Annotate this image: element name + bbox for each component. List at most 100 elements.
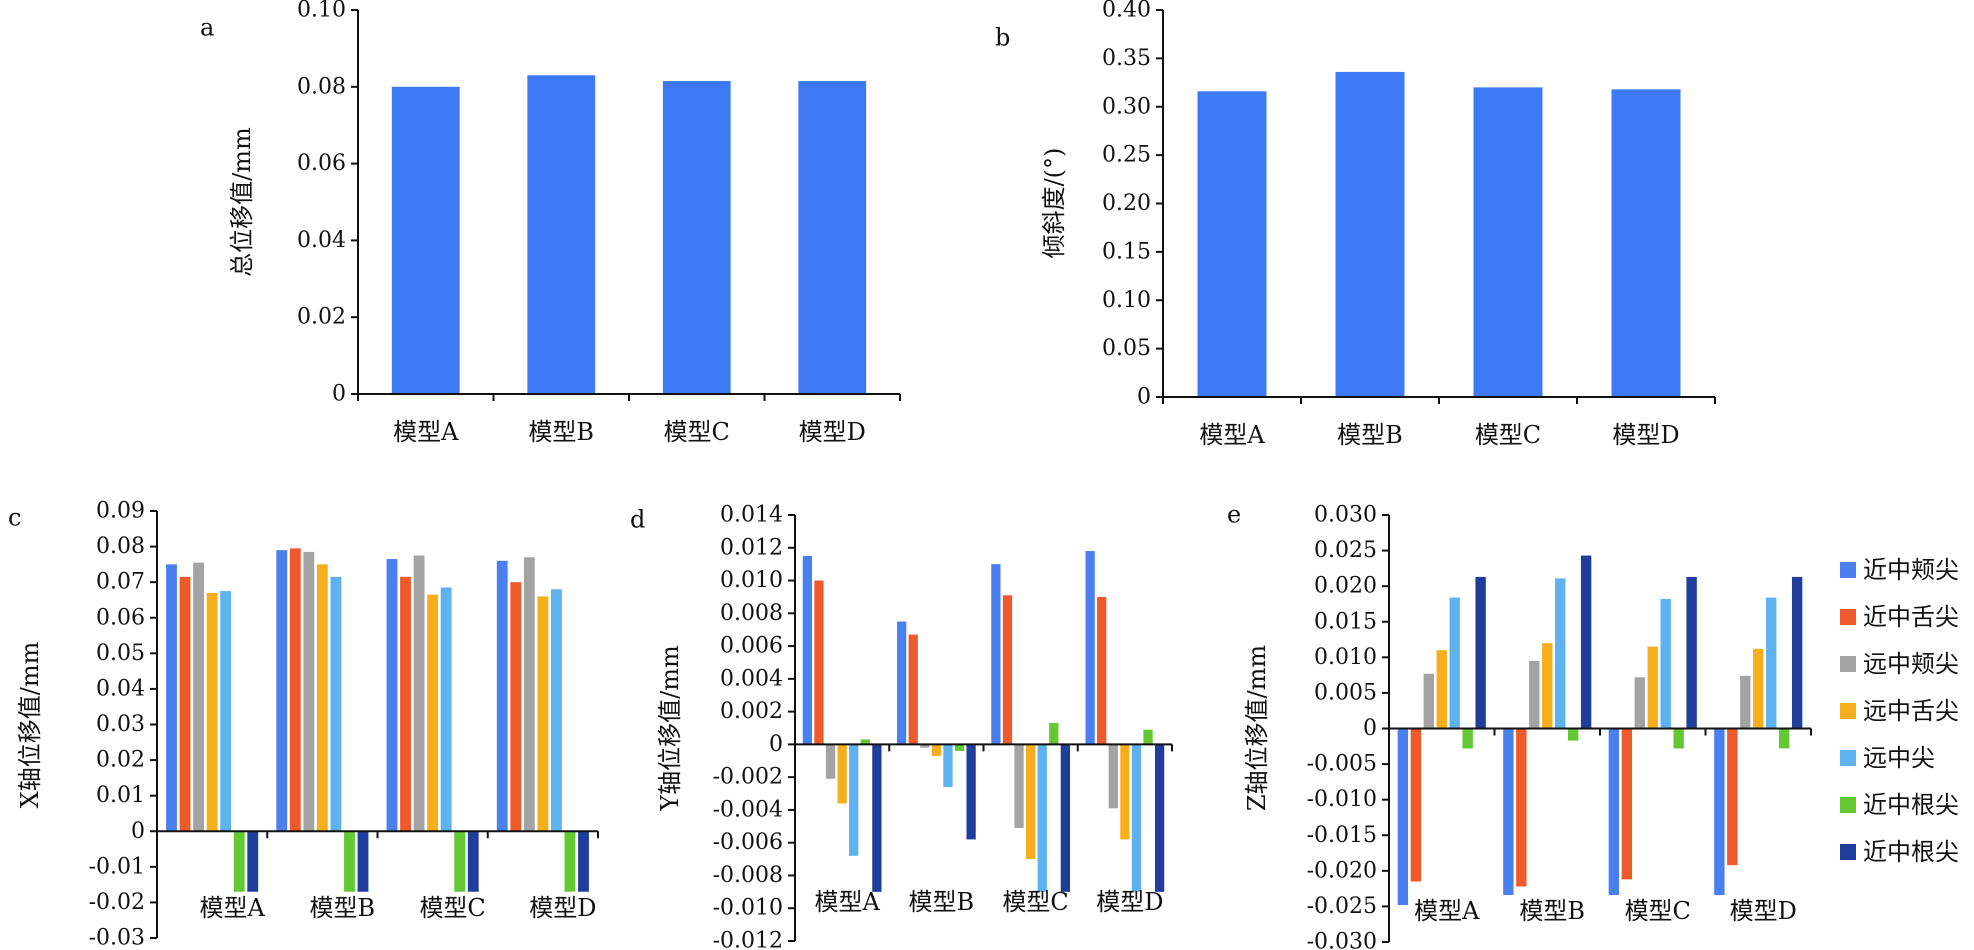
bar-a-2	[662, 81, 731, 394]
y-tick-label: -0.025	[1307, 894, 1377, 919]
y-tick-label: 0.08	[297, 74, 346, 99]
x-tick-label: 模型D	[1612, 421, 1679, 449]
bar-a-1	[527, 75, 596, 394]
bar-d-s5-c3	[1143, 729, 1153, 745]
bar-d-s5-c0	[860, 739, 870, 745]
bar-c-s1-c1	[289, 548, 301, 832]
y-tick-label: 0.06	[96, 605, 145, 630]
x-tick-label: 模型A	[1414, 897, 1480, 925]
bar-e-s2-c3	[1740, 675, 1751, 729]
panel-label: a	[200, 14, 214, 42]
y-tick-label: 0.004	[720, 666, 783, 691]
bar-d-s6-c1	[966, 744, 976, 840]
bar-d-s1-c0	[814, 580, 824, 745]
y-tick-label: 0	[332, 382, 346, 407]
y-tick-label: 0.010	[720, 568, 783, 593]
panel-b: b 倾斜度/(°) 0 0.05 0.10 0.15 0.20 0.25 0.30 0.35 0.4…	[995, 0, 1716, 449]
y-tick-label: -0.01	[89, 854, 145, 879]
bar-d-s1-c2	[1002, 595, 1013, 745]
y-tick-label: 0.002	[720, 699, 783, 724]
bar-c-s5-c3	[564, 831, 576, 892]
bar-c-s6-c3	[578, 831, 589, 892]
legend-swatch-4	[1840, 750, 1856, 766]
legend-swatch-5	[1840, 797, 1856, 813]
bar-d-s2-c3	[1108, 744, 1118, 809]
legend-swatch-1	[1840, 609, 1856, 625]
bar-d-s2-c1	[920, 744, 930, 748]
x-tick-label: 模型A	[814, 888, 880, 916]
bar-c-s0-c0	[166, 564, 177, 832]
bar-e-s4-c3	[1766, 597, 1777, 729]
x-tick-label: 模型D	[1730, 897, 1797, 925]
y-axis-label: X轴位移值/mm	[16, 641, 44, 808]
bar-c-s3-c2	[427, 594, 439, 832]
bar-d-s4-c0	[849, 744, 859, 856]
y-tick-label: 0.008	[720, 601, 783, 626]
x-tick-label: 模型A	[199, 894, 265, 922]
bar-d-s0-c0	[802, 555, 813, 745]
y-tick-label: 0.02	[297, 305, 346, 330]
y-tick-label: 0.25	[1102, 143, 1151, 168]
bar-c-s3-c1	[316, 564, 328, 832]
x-tick-label: 模型D	[529, 894, 596, 922]
bar-c-s4-c3	[551, 589, 562, 832]
bar-c-s2-c0	[193, 562, 204, 832]
y-tick-label: 0.04	[96, 676, 145, 701]
y-tick-label: 0.35	[1102, 46, 1151, 71]
legend-item-5: 近中根尖	[1863, 791, 1959, 819]
bar-c-s1-c0	[179, 576, 191, 832]
y-tick-label: 0.01	[96, 783, 145, 808]
bar-e-s1-c2	[1621, 728, 1633, 880]
y-tick-label: -0.015	[1307, 823, 1377, 848]
bar-c-s5-c1	[344, 831, 355, 892]
bar-a-3	[798, 81, 867, 394]
bar-b-0	[1197, 91, 1267, 398]
bar-e-s1-c0	[1410, 728, 1422, 882]
bar-d-s1-c1	[908, 634, 918, 745]
bar-e-s6-c0	[1475, 576, 1486, 729]
bar-d-s2-c0	[825, 744, 836, 779]
bar-e-s6-c2	[1686, 576, 1697, 729]
y-tick-label: 0.015	[1314, 609, 1377, 634]
bar-d-s4-c1	[943, 744, 953, 787]
bar-e-s5-c1	[1567, 728, 1579, 741]
bar-c-s0-c1	[276, 550, 288, 832]
x-tick-label: 模型B	[528, 418, 594, 446]
legend-swatch-3	[1840, 703, 1856, 719]
y-tick-label: 0.20	[1102, 191, 1151, 216]
legend-swatch-2	[1840, 656, 1856, 672]
bar-e-s4-c0	[1449, 597, 1460, 729]
panel-label: c	[8, 504, 21, 532]
legend-item-2: 远中颊尖	[1863, 650, 1959, 678]
bar-e-s6-c1	[1580, 555, 1592, 729]
y-tick-label: 0	[769, 732, 783, 757]
bar-e-s0-c1	[1503, 728, 1514, 896]
bar-e-s3-c3	[1753, 648, 1764, 729]
bar-c-s6-c0	[247, 831, 259, 892]
x-tick-label: 模型B	[909, 888, 975, 916]
bar-d-s0-c1	[897, 621, 907, 745]
bar-e-s5-c0	[1462, 728, 1473, 749]
bar-c-s4-c0	[220, 591, 232, 832]
legend-item-3: 远中舌尖	[1863, 697, 1959, 725]
x-tick-label: 模型C	[1625, 897, 1691, 925]
bar-d-s3-c2	[1025, 744, 1036, 860]
panel-c: c X轴位移值/mm -0.03 -0.02 -0.01 0 0.01 0.02 0.03 0.0…	[8, 499, 599, 950]
y-tick-label: -0.005	[1307, 752, 1377, 777]
bar-d-s5-c2	[1049, 723, 1059, 745]
bar-d-s2-c2	[1014, 744, 1024, 828]
x-tick-label: 模型D	[799, 418, 866, 446]
x-tick-label: 模型C	[1475, 421, 1541, 449]
bar-d-s3-c1	[931, 744, 942, 756]
legend-item-0: 近中颊尖	[1863, 556, 1959, 584]
x-tick-label: 模型B	[1337, 421, 1403, 449]
y-tick-label: 0	[1363, 716, 1377, 741]
y-tick-label: -0.012	[713, 929, 783, 950]
legend-swatch-0	[1840, 562, 1856, 578]
legend-item-1: 近中舌尖	[1863, 603, 1959, 631]
x-tick-label: 模型C	[1002, 888, 1068, 916]
bar-c-s1-c3	[510, 582, 522, 832]
bar-e-s1-c1	[1516, 728, 1527, 887]
bar-e-s4-c2	[1660, 598, 1671, 729]
